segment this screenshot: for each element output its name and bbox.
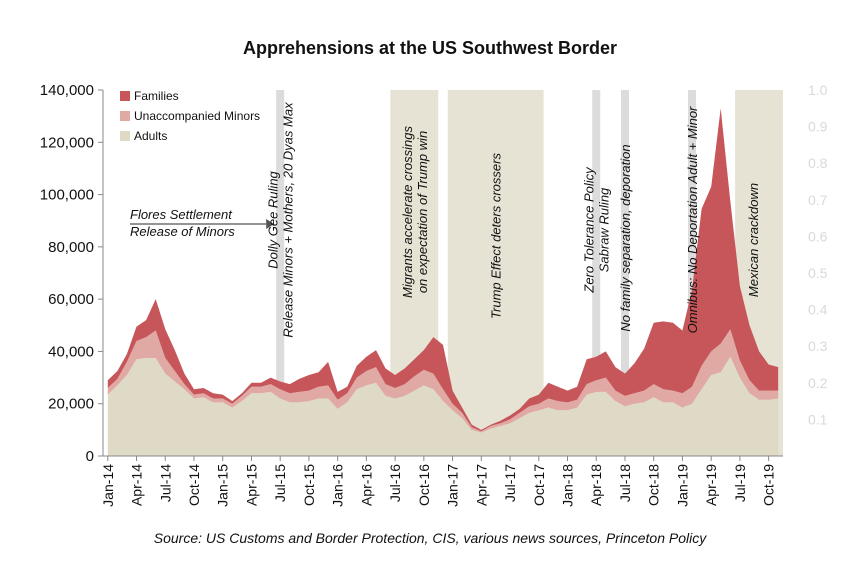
event-line-4: [592, 90, 601, 456]
x-tick-label: Apr-17: [473, 464, 489, 506]
event-annotation-2-line: on expectation of Trump win: [415, 131, 430, 293]
x-tick-label: Jan-15: [215, 464, 231, 507]
x-tick-label: Oct-15: [301, 464, 317, 506]
legend-label: Adults: [134, 129, 167, 143]
secondary-y-tick-label: 0.6: [808, 228, 828, 244]
secondary-y-tick-label: 0.7: [808, 192, 828, 208]
secondary-y-tick-label: 0.3: [808, 338, 828, 354]
area-series-families: [107, 108, 779, 432]
event-annotation-6-line: Omnibus: No Deportation Adult + Minor: [685, 106, 700, 333]
event-annotation-3: Trump Effect deters crossers: [489, 153, 504, 319]
source-note: Source: US Customs and Border Protection…: [153, 530, 707, 546]
y-tick-label: 0: [86, 448, 94, 465]
x-tick-label: Oct-14: [186, 464, 202, 506]
event-annotation-2-line: Migrants accelerate crossings: [400, 126, 415, 298]
y-tick-label: 40,000: [48, 343, 94, 360]
secondary-y-tick-label: 0.8: [808, 155, 828, 171]
event-arrowhead-0: [266, 219, 275, 229]
x-tick-label: Jan-14: [100, 464, 116, 507]
event-annotation-1-line: Release Minors + Mothers, 20 Dyas Max: [281, 102, 296, 338]
event-annotation-1: Dolly Gee Ruling Release Minors + Mothers…: [266, 102, 296, 338]
event-annotation-7-line: Mexican crackdown: [746, 183, 761, 297]
x-tick-label: Oct-18: [646, 464, 662, 506]
x-tick-label: Jul-17: [502, 464, 518, 502]
x-tick-label: Jul-18: [617, 464, 633, 502]
event-annotation-0: Release of Minors: [130, 224, 235, 239]
area-series-adults: [107, 356, 779, 456]
event-annotation-6: Omnibus: No Deportation Adult + Minor: [685, 106, 700, 333]
y-tick-label: 60,000: [48, 291, 94, 308]
x-tick-label: Jul-15: [272, 464, 288, 502]
x-tick-label: Jul-19: [732, 464, 748, 502]
legend-swatch: [120, 111, 130, 121]
x-tick-label: Jan-18: [560, 464, 576, 507]
event-annotation-4: Zero Tolerance Policy Sabraw Ruling: [582, 166, 612, 294]
x-tick-label: Jul-14: [157, 464, 173, 502]
legend-swatch: [120, 91, 130, 101]
x-tick-label: Oct-17: [531, 464, 547, 506]
event-annotation-5-line: No family separation, deporation: [618, 144, 633, 331]
event-band-3: [447, 90, 544, 456]
secondary-y-tick-label: 0.1: [808, 411, 828, 427]
legend-label: Families: [134, 89, 179, 103]
x-tick-label: Jul-16: [387, 464, 403, 502]
secondary-y-tick-label: 0.9: [808, 119, 828, 135]
x-tick-label: Jan-19: [674, 464, 690, 507]
event-line-6: [688, 90, 697, 456]
event-annotation-2: Migrants accelerate crossings on expectat…: [400, 126, 430, 298]
event-annotation-4-line: Sabraw Ruling: [597, 187, 612, 272]
x-tick-label: Apr-18: [588, 464, 604, 506]
legend-swatch: [120, 131, 130, 141]
x-tick-label: Apr-14: [129, 464, 145, 506]
y-tick-label: 20,000: [48, 396, 94, 413]
secondary-y-tick-label: 0.4: [808, 302, 828, 318]
x-tick-label: Apr-16: [358, 464, 374, 506]
legend-label: Unaccompanied Minors: [134, 109, 260, 123]
secondary-y-tick-label: 0.2: [808, 375, 828, 391]
event-annotation-3-line: Trump Effect deters crossers: [489, 153, 504, 319]
secondary-y-tick-label: 0.5: [808, 265, 828, 281]
y-tick-label: 80,000: [48, 239, 94, 256]
y-tick-label: 100,000: [40, 187, 94, 204]
event-line-1: [276, 90, 285, 456]
x-tick-label: Oct-19: [761, 464, 777, 506]
event-annotation-0: Flores Settlement: [130, 207, 233, 222]
x-tick-label: Oct-16: [416, 464, 432, 506]
y-tick-label: 120,000: [40, 134, 94, 151]
secondary-y-tick-label: 1.0: [808, 82, 828, 98]
event-annotation-7: Mexican crackdown: [746, 183, 761, 297]
x-tick-label: Apr-15: [243, 464, 259, 506]
event-annotation-4-line: Zero Tolerance Policy: [582, 166, 597, 294]
x-tick-label: Apr-19: [703, 464, 719, 506]
x-tick-label: Jan-16: [330, 464, 346, 507]
chart-title: Apprehensions at the US Southwest Border: [242, 38, 618, 58]
x-tick-label: Jan-17: [445, 464, 461, 507]
y-tick-label: 140,000: [40, 82, 94, 99]
event-annotation-1-line: Dolly Gee Ruling: [266, 170, 281, 268]
event-line-5: [620, 90, 629, 456]
event-annotation-5: No family separation, deporation: [618, 144, 633, 331]
